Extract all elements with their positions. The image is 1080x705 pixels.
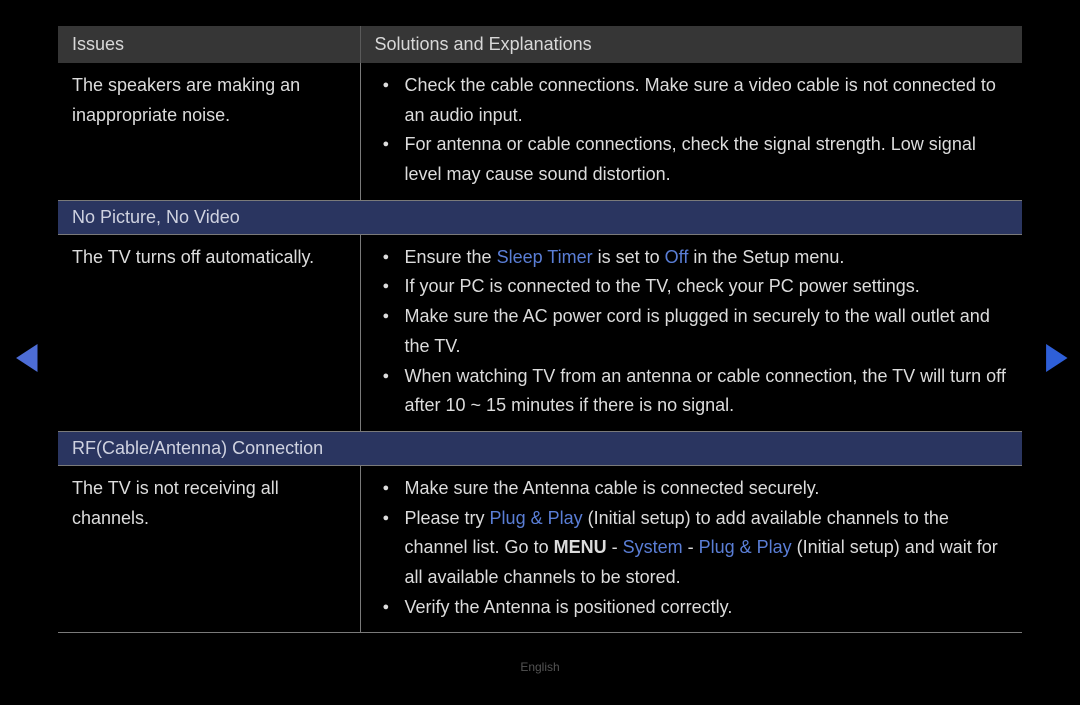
section-title: RF(Cable/Antenna) Connection	[58, 431, 1022, 465]
table-header-row: Issues Solutions and Explanations	[58, 26, 1022, 63]
section-row: No Picture, No Video	[58, 200, 1022, 234]
solution-list: Make sure the Antenna cable is connected…	[375, 474, 1009, 622]
solution-bullet: Ensure the Sleep Timer is set to Off in …	[375, 243, 1009, 273]
issue-cell: The TV turns off automatically.	[58, 234, 360, 431]
issue-cell: The speakers are making an inappropriate…	[58, 63, 360, 200]
issues-solutions-table: Issues Solutions and Explanations The sp…	[58, 26, 1022, 633]
table-row: The speakers are making an inappropriate…	[58, 63, 1022, 200]
table-row: The TV turns off automatically. Ensure t…	[58, 234, 1022, 431]
solution-bullet: For antenna or cable connections, check …	[375, 130, 1009, 189]
solution-bullet: Please try Plug & Play (Initial setup) t…	[375, 504, 1009, 593]
solution-cell: Check the cable connections. Make sure a…	[360, 63, 1022, 200]
solution-list: Ensure the Sleep Timer is set to Off in …	[375, 243, 1009, 421]
solution-bullet: Make sure the AC power cord is plugged i…	[375, 302, 1009, 361]
solution-bullet: If your PC is connected to the TV, check…	[375, 272, 1009, 302]
prev-page-arrow-icon[interactable]: ◀	[16, 338, 38, 374]
issue-cell: The TV is not receiving all channels.	[58, 465, 360, 632]
solution-bullet: Check the cable connections. Make sure a…	[375, 71, 1009, 130]
solution-bullet: When watching TV from an antenna or cabl…	[375, 362, 1009, 421]
solution-list: Check the cable connections. Make sure a…	[375, 71, 1009, 190]
header-issues: Issues	[58, 26, 360, 63]
header-solutions: Solutions and Explanations	[360, 26, 1022, 63]
solution-cell: Make sure the Antenna cable is connected…	[360, 465, 1022, 632]
section-title: No Picture, No Video	[58, 200, 1022, 234]
footer-language: English	[0, 660, 1080, 674]
table-row: The TV is not receiving all channels. Ma…	[58, 465, 1022, 632]
solution-bullet: Make sure the Antenna cable is connected…	[375, 474, 1009, 504]
solution-cell: Ensure the Sleep Timer is set to Off in …	[360, 234, 1022, 431]
solution-bullet: Verify the Antenna is positioned correct…	[375, 593, 1009, 623]
next-page-arrow-icon[interactable]: ▶	[1046, 338, 1068, 374]
troubleshooting-table: Issues Solutions and Explanations The sp…	[58, 26, 1022, 633]
section-row: RF(Cable/Antenna) Connection	[58, 431, 1022, 465]
